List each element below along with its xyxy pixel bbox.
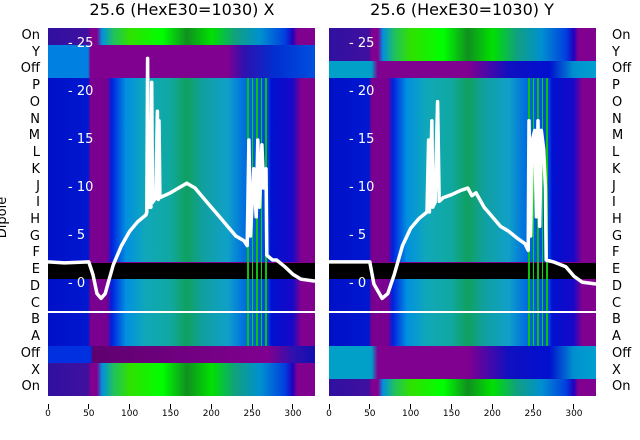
row-label: A <box>31 329 40 345</box>
overlay-line <box>329 99 596 301</box>
overlay-y-tick: - 5 <box>68 228 86 243</box>
x-tick: 50 <box>355 404 385 419</box>
row-label: I <box>612 195 616 211</box>
row-label: J <box>612 178 616 194</box>
row-label: Y <box>32 44 40 60</box>
heatmap-row-x <box>329 362 596 380</box>
row-label: H <box>612 212 622 227</box>
row-label: On <box>21 379 40 395</box>
x-tick: 100 <box>396 404 426 419</box>
overlay-y-tick: - 10 <box>68 180 94 195</box>
x-tick: 250 <box>518 404 548 419</box>
row-label: On <box>21 28 40 43</box>
row-label: L <box>612 145 620 161</box>
heatmap-row-on <box>329 28 596 46</box>
row-label: K <box>612 161 621 177</box>
row-label: X <box>31 362 40 378</box>
overlay-y-tick: - 20 <box>349 84 375 99</box>
row-label: O <box>29 94 40 110</box>
row-label: F <box>32 245 40 261</box>
x-tick: 0 <box>314 404 344 419</box>
overlay-line-svg <box>48 56 315 301</box>
overlay-y-tick: - 5 <box>349 228 367 243</box>
x-tick: 300 <box>278 404 308 419</box>
heatmap-row-off <box>329 61 596 79</box>
row-label: I <box>36 195 40 211</box>
row-label: N <box>30 111 40 127</box>
chart-title-y: 25.6 (HexE30=1030) Y <box>370 0 554 19</box>
x-tick: 200 <box>196 404 226 419</box>
separator-line <box>329 311 596 314</box>
overlay-y-tick: - 10 <box>349 180 375 195</box>
row-label: E <box>31 262 40 278</box>
x-tick: 50 <box>74 404 104 419</box>
row-label: G <box>612 228 623 244</box>
heatmap-row-on <box>48 379 315 396</box>
row-label: F <box>612 245 620 261</box>
x-tick: 0 <box>33 404 63 419</box>
x-tick: 150 <box>155 404 185 419</box>
chart-title-x: 25.6 (HexE30=1030) X <box>89 0 275 19</box>
x-tick: 200 <box>477 404 507 419</box>
row-label: N <box>612 111 622 127</box>
row-label: B <box>31 312 40 328</box>
heatmap-row-off <box>48 61 315 79</box>
row-label: H <box>30 212 40 227</box>
heatmap-row-off <box>48 345 315 364</box>
heatmap-row-x <box>48 362 315 380</box>
heatmap-row-off <box>329 345 596 364</box>
row-label: X <box>612 362 621 378</box>
heatmap-row-on <box>329 379 596 396</box>
overlay-y-tick: - 15 <box>68 132 94 147</box>
row-label: D <box>29 278 40 294</box>
row-label: M <box>28 128 40 144</box>
row-label: Off <box>20 345 40 361</box>
row-label: Y <box>612 44 620 60</box>
overlay-y-tick: - 25 <box>349 36 375 51</box>
heatmap-row-y <box>329 44 596 62</box>
row-label: C <box>30 295 40 311</box>
row-label: On <box>612 28 631 43</box>
row-label: K <box>31 161 40 177</box>
overlay-line-svg <box>329 99 596 301</box>
x-tick: 150 <box>436 404 466 419</box>
row-label: D <box>612 278 623 294</box>
row-label: E <box>612 262 621 278</box>
row-label: G <box>29 228 40 244</box>
x-tick: 250 <box>237 404 267 419</box>
overlay-y-tick: - 0 <box>349 276 367 291</box>
row-label: L <box>32 145 40 161</box>
overlay-y-tick: - 0 <box>68 276 86 291</box>
row-label: M <box>612 128 624 144</box>
separator-line <box>48 311 315 314</box>
row-label: A <box>612 329 621 345</box>
y-axis-label: Dipole <box>0 196 11 239</box>
row-label: On <box>612 379 631 395</box>
row-label: Off <box>20 61 40 77</box>
x-tick: 300 <box>559 404 589 419</box>
heatmap-panel-y: - 0 - 5 - 10 - 15 - 20 - 25 <box>329 28 596 396</box>
row-label: B <box>612 312 621 328</box>
row-label: J <box>36 178 40 194</box>
row-label: Off <box>612 345 632 361</box>
overlay-y-tick: - 20 <box>68 84 94 99</box>
heatmap-panel-x: - 0 - 5 - 10 - 15 - 20 - 25 <box>48 28 315 396</box>
row-label: Off <box>612 61 632 77</box>
row-label: O <box>612 94 623 110</box>
overlay-y-tick: - 25 <box>68 36 94 51</box>
x-tick: 100 <box>115 404 145 419</box>
row-label: P <box>612 78 620 94</box>
overlay-y-tick: - 15 <box>349 132 375 147</box>
row-label: C <box>612 295 622 311</box>
heatmap-row-on <box>48 28 315 46</box>
overlay-line <box>48 56 315 301</box>
heatmap-row-y <box>48 44 315 62</box>
row-label: P <box>32 78 40 94</box>
